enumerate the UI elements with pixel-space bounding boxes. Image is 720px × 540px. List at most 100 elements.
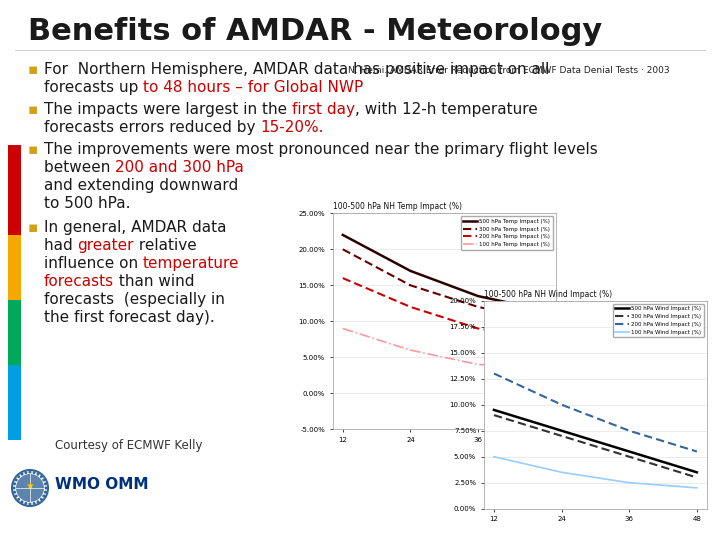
Text: ▪: ▪ (28, 102, 38, 117)
Text: forecasts up: forecasts up (44, 80, 143, 95)
Text: For  Northern Hemisphere, AMDAR data has positive impact on all: For Northern Hemisphere, AMDAR data has … (44, 62, 549, 77)
Circle shape (24, 502, 27, 505)
Line: 500 hPa Temp Impact (%): 500 hPa Temp Impact (%) (343, 235, 546, 310)
100 hPa Temp Impact (%) (406, 347, 415, 353)
Circle shape (42, 495, 45, 497)
300 hPa Wind Impact (%) (693, 474, 701, 481)
100 hPa Wind Impact (%) (693, 485, 701, 491)
300 hPa Temp Impact (%) (541, 318, 550, 325)
100 hPa Wind Impact (%) (490, 454, 498, 460)
Circle shape (32, 471, 36, 474)
Text: forecasts errors reduced by: forecasts errors reduced by (44, 120, 261, 135)
Text: The improvements were most pronounced near the primary flight levels: The improvements were most pronounced ne… (44, 142, 598, 157)
Line: 200 hPa Temp Impact (%): 200 hPa Temp Impact (%) (343, 278, 546, 339)
Legend: 500 hPa Temp Impact (%), 300 hPa Temp Impact (%), 200 hPa Temp Impact (%), 100 h: 500 hPa Temp Impact (%), 300 hPa Temp Im… (461, 216, 553, 250)
Text: than wind: than wind (114, 274, 194, 289)
200 hPa Wind Impact (%) (693, 448, 701, 455)
Circle shape (20, 501, 24, 503)
Text: The impacts were largest in the: The impacts were largest in the (44, 102, 292, 117)
Text: temperature: temperature (143, 256, 240, 271)
Line: 300 hPa Temp Impact (%): 300 hPa Temp Impact (%) (343, 249, 546, 321)
Text: between: between (44, 160, 115, 175)
Circle shape (20, 472, 24, 476)
Text: , with 12-h temperature: , with 12-h temperature (355, 102, 538, 117)
Text: N. Hemi. AMDAR Error Reduction from ECMWF Data Denial Tests · 2003: N. Hemi. AMDAR Error Reduction from ECMW… (348, 66, 670, 75)
Circle shape (17, 498, 20, 501)
Text: to 500 hPa.: to 500 hPa. (44, 196, 130, 211)
500 hPa Wind Impact (%) (625, 448, 634, 455)
Text: WMO OMM: WMO OMM (55, 477, 148, 492)
Text: Benefits of AMDAR - Meteorology: Benefits of AMDAR - Meteorology (28, 17, 602, 46)
300 hPa Wind Impact (%) (625, 454, 634, 460)
Circle shape (16, 474, 44, 502)
Text: 100-500 hPa NH Wind Impact (%): 100-500 hPa NH Wind Impact (%) (484, 289, 612, 299)
100 hPa Wind Impact (%) (557, 469, 566, 476)
Text: Courtesy of ECMWF Kelly: Courtesy of ECMWF Kelly (55, 439, 202, 452)
200 hPa Temp Impact (%) (338, 275, 347, 281)
Text: the first forecast day).: the first forecast day). (44, 310, 215, 325)
Circle shape (12, 487, 16, 489)
200 hPa Wind Impact (%) (625, 428, 634, 434)
Text: 15-20%.: 15-20%. (261, 120, 324, 135)
Text: 100-500 hPa NH Temp Impact (%): 100-500 hPa NH Temp Impact (%) (333, 202, 462, 211)
Circle shape (37, 472, 40, 476)
Circle shape (37, 501, 40, 503)
Bar (8, 300, 21, 365)
Text: In general, AMDAR data: In general, AMDAR data (44, 220, 227, 235)
500 hPa Temp Impact (%) (338, 232, 347, 238)
Line: 300 hPa Wind Impact (%): 300 hPa Wind Impact (%) (494, 415, 697, 477)
500 hPa Temp Impact (%) (406, 268, 415, 274)
Line: 500 hPa Wind Impact (%): 500 hPa Wind Impact (%) (494, 410, 697, 472)
Text: greater: greater (78, 238, 134, 253)
100 hPa Wind Impact (%) (625, 480, 634, 486)
Circle shape (45, 487, 48, 489)
Text: and extending downward: and extending downward (44, 178, 238, 193)
200 hPa Temp Impact (%) (474, 325, 482, 332)
Bar (8, 145, 21, 235)
Bar (8, 235, 21, 300)
100 hPa Temp Impact (%) (474, 361, 482, 368)
Text: influence on: influence on (44, 256, 143, 271)
Circle shape (44, 482, 47, 485)
Circle shape (29, 503, 32, 505)
Circle shape (14, 478, 18, 482)
Circle shape (42, 478, 45, 482)
Text: ▪: ▪ (28, 142, 38, 157)
Legend: 500 hPa Wind Impact (%), 300 hPa Wind Impact (%), 200 hPa Wind Impact (%), 100 h: 500 hPa Wind Impact (%), 300 hPa Wind Im… (613, 303, 704, 338)
Line: 200 hPa Wind Impact (%): 200 hPa Wind Impact (%) (494, 374, 697, 451)
Circle shape (24, 471, 27, 474)
Text: ▪: ▪ (28, 220, 38, 235)
Text: to 48 hours – for Global NWP: to 48 hours – for Global NWP (143, 80, 364, 95)
Text: forecasts  (especially in: forecasts (especially in (44, 292, 225, 307)
100 hPa Temp Impact (%) (541, 365, 550, 372)
Circle shape (29, 470, 32, 474)
Circle shape (44, 491, 47, 494)
Circle shape (32, 502, 36, 505)
Circle shape (40, 498, 42, 501)
200 hPa Temp Impact (%) (406, 303, 415, 310)
300 hPa Temp Impact (%) (474, 303, 482, 310)
Text: forecasts: forecasts (44, 274, 114, 289)
500 hPa Wind Impact (%) (557, 428, 566, 434)
Bar (8, 365, 21, 440)
Circle shape (17, 475, 20, 478)
Text: ★: ★ (26, 481, 35, 491)
200 hPa Wind Impact (%) (490, 370, 498, 377)
100 hPa Temp Impact (%) (338, 325, 347, 332)
Circle shape (13, 482, 16, 485)
500 hPa Wind Impact (%) (490, 407, 498, 413)
Line: 100 hPa Wind Impact (%): 100 hPa Wind Impact (%) (494, 457, 697, 488)
Circle shape (14, 495, 18, 497)
300 hPa Temp Impact (%) (406, 282, 415, 288)
300 hPa Wind Impact (%) (490, 412, 498, 418)
Text: relative: relative (134, 238, 197, 253)
Circle shape (13, 491, 16, 494)
200 hPa Temp Impact (%) (541, 336, 550, 342)
300 hPa Temp Impact (%) (338, 246, 347, 253)
Circle shape (40, 475, 42, 478)
Line: 100 hPa Temp Impact (%): 100 hPa Temp Impact (%) (343, 328, 546, 368)
300 hPa Wind Impact (%) (557, 433, 566, 439)
Text: 200 and 300 hPa: 200 and 300 hPa (115, 160, 244, 175)
500 hPa Temp Impact (%) (541, 307, 550, 314)
Text: first day: first day (292, 102, 355, 117)
